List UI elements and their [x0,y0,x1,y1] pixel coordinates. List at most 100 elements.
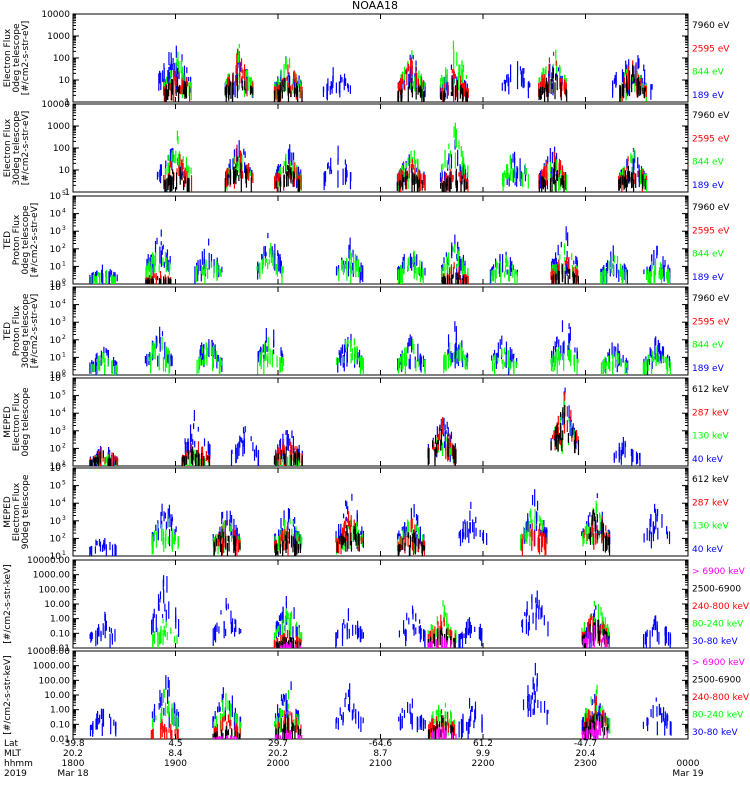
legend-entry-1-3: 189 eV [692,181,725,191]
legend-entry-5-3: 40 keV [692,545,724,555]
y-tick-exponent-4: 3 [62,425,66,432]
y-tick-label-0: 100 [53,54,70,64]
legend-entry-4-1: 287 keV [692,408,729,418]
y-tick-exponent-5: 3 [62,515,66,522]
series-5-black [213,509,611,556]
y-tick-exponent-4: 4 [62,407,66,414]
y-axis-label-3: TED [3,322,13,341]
y-axis-label-1: [#/cm2-s-str-eV] [21,111,31,186]
y-axis-label-4: 0deg telescope [21,387,31,457]
legend-entry-4-3: 40 keV [692,455,724,465]
y-tick-exponent-3: 2 [62,334,66,341]
y-tick-label-3: 10 [50,283,62,293]
series-6-blue [89,575,672,648]
y-tick-exponent-3: 1 [62,351,66,358]
y-tick-label-3: 10 [50,336,62,346]
series-4-green [89,394,579,466]
y-tick-label-2: 10 [50,262,62,272]
y-tick-label-6: 1.00 [50,615,70,625]
legend-entry-6-1: 2500-6900 [692,585,741,595]
y-tick-label-2: 10 [50,245,62,255]
legend-entry-6-0: > 6900 keV [692,567,746,577]
legend-entry-1-0: 7960 eV [692,111,730,121]
y-tick-label-6: 0.10 [50,629,70,639]
y-axis-label-2: [#/cm2-s-str-eV] [30,203,40,278]
y-axis-label-5: 90deg telescope [21,474,31,549]
y-axis-label-5: Electron Flux [12,482,22,541]
y-axis-label-2: 0deg telescope [21,205,31,275]
y-tick-exponent-2: 2 [62,243,66,250]
y-tick-label-3: 10 [50,371,62,381]
y-tick-label-4: 10 [50,444,62,454]
y-tick-label-4: 10 [50,462,62,472]
y-tick-exponent-2: 1 [62,260,66,267]
legend-entry-2-0: 7960 eV [692,203,730,213]
y-axis-label-3: 30deg telescope [21,293,31,368]
legend-entry-5-0: 612 keV [692,475,729,485]
y-tick-label-2: 10 [50,227,62,237]
legend-entry-3-2: 844 eV [692,341,725,351]
y-tick-label-5: 10 [50,517,62,527]
y-tick-label-3: 10 [50,318,62,328]
legend-entry-2-3: 189 eV [692,273,725,283]
y-tick-exponent-2: 4 [62,208,66,215]
y-tick-label-0: 1000 [47,32,70,42]
legend-entry-2-2: 844 eV [692,250,725,260]
y-axis-label-5: MEPED [3,496,13,528]
y-tick-label-5: 10 [50,534,62,544]
y-tick-exponent-4: 2 [62,442,66,449]
y-tick-exponent-5: 2 [62,532,66,539]
series-4-black [89,404,580,466]
y-tick-label-4: 10 [50,374,62,384]
y-tick-exponent-4: 1 [62,460,66,467]
y-tick-exponent-3: 3 [62,316,66,323]
legend-entry-0-3: 189 eV [692,91,725,101]
legend-entry-3-3: 189 eV [692,364,725,374]
y-tick-label-4: 10 [50,409,62,419]
y-axis-label-6: [#/cm2-s-str-keV] [3,564,13,643]
y-tick-exponent-3: 0 [62,369,66,376]
series-2-black [145,264,580,284]
y-tick-label-0: 10000 [41,10,70,20]
y-tick-exponent-5: 5 [62,480,66,487]
y-tick-label-6: 1000.00 [33,571,70,581]
y-tick-exponent-2: 0 [62,278,66,285]
y-tick-label-3: 10 [50,353,62,363]
y-tick-label-1: 1 [64,188,70,198]
legend-entry-6-3: 80-240 keV [692,620,744,630]
y-axis-label-1: Electron Flux [3,118,13,177]
y-tick-label-2: 10 [50,210,62,220]
y-tick-label-1: 100 [53,144,70,154]
y-axis-label-3: [#/cm2-s-str-eV] [30,294,40,369]
legend-entry-0-0: 7960 eV [692,21,730,31]
y-axis-label-1: 30deg telescope [12,110,22,185]
legend-entry-6-4: 30-80 keV [692,637,738,647]
legend-entry-5-1: 287 keV [692,498,729,508]
series-0-black [164,64,646,102]
series-4-red [89,391,579,466]
legend-entry-1-1: 2595 eV [692,134,730,144]
y-tick-exponent-3: 5 [62,281,66,288]
y-tick-label-1: 10000 [41,100,70,110]
panel-frame-2 [72,195,689,285]
y-axis-label-4: Electron Flux [12,392,22,451]
legend-entry-4-0: 612 keV [692,385,729,395]
y-tick-exponent-2: 3 [62,225,66,232]
y-axis-label-0: 0deg telescope [12,23,22,93]
legend-entry-3-1: 2595 eV [692,317,730,327]
y-tick-label-5: 10 [50,482,62,492]
legend-entry-4-2: 130 keV [692,432,729,442]
series-3-green [90,336,671,375]
legend-entry-6-2: 240-800 keV [692,602,750,612]
y-tick-exponent-5: 4 [62,497,66,504]
y-tick-label-0: 10 [59,76,71,86]
y-tick-label-1: 1000 [47,122,70,132]
y-tick-label-6: 100.00 [39,585,71,595]
legend-entry-0-2: 844 eV [692,68,725,78]
y-tick-label-3: 10 [50,301,62,311]
legend-entry-5-2: 130 keV [692,522,729,532]
y-tick-label-0: 1 [64,98,70,108]
series-6-green [152,600,610,648]
y-tick-exponent-5: 1 [62,550,66,557]
